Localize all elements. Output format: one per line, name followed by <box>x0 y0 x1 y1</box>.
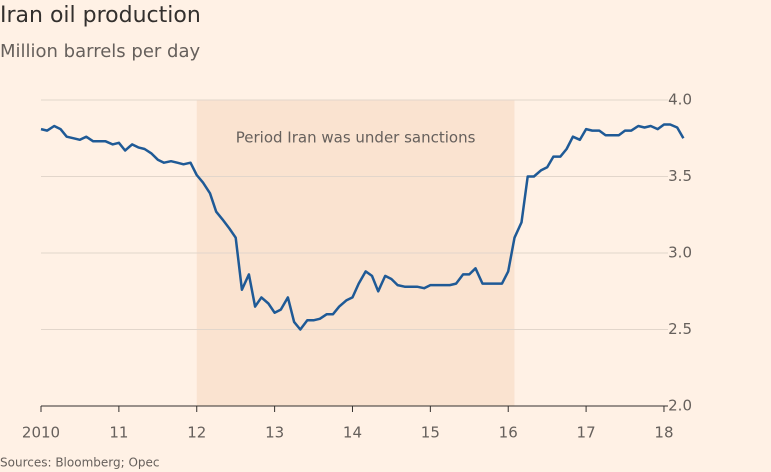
x-tick-label: 12 <box>187 424 206 442</box>
x-tick-label: 16 <box>499 424 518 442</box>
x-tick-label: 13 <box>265 424 284 442</box>
x-tick-label: 14 <box>343 424 362 442</box>
y-tick-label: 4.0 <box>668 91 692 109</box>
chart-title: Iran oil production <box>0 3 201 28</box>
chart-subtitle: Million barrels per day <box>0 41 200 62</box>
data-line <box>40 123 685 331</box>
x-tick-label: 17 <box>577 424 596 442</box>
y-tick-label: 2.5 <box>668 320 692 338</box>
x-tick-label: 18 <box>654 424 673 442</box>
y-tick-label: 2.0 <box>668 397 692 415</box>
y-tick-label: 3.5 <box>668 167 692 185</box>
x-tick-label: 11 <box>109 424 128 442</box>
source: Sources: Bloomberg; Opec <box>0 456 160 470</box>
annotation-label: Period Iran was under sanctions <box>236 129 476 147</box>
y-tick-label: 3.0 <box>668 244 692 262</box>
x-tick-label: 15 <box>421 424 440 442</box>
x-tick-label: 2010 <box>22 424 60 442</box>
